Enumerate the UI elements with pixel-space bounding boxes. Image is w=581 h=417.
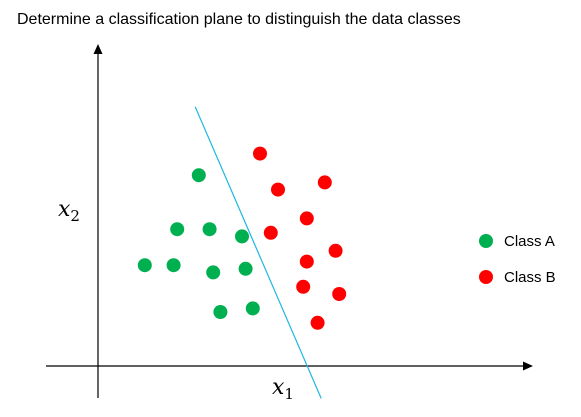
data-point-class-b-4 <box>263 225 278 240</box>
x-axis-label-subscript: 1 <box>284 385 294 403</box>
legend-marker-class-b <box>479 270 493 284</box>
axes <box>46 44 533 398</box>
data-point-class-b-6 <box>328 243 343 258</box>
data-point-class-a-3 <box>202 222 217 237</box>
y-axis-label-subscript: 2 <box>70 207 80 225</box>
legend-item-class-b: Class B <box>479 269 556 286</box>
data-point-class-b-1 <box>253 146 267 161</box>
data-point-class-a-9 <box>213 305 228 319</box>
classification-plane-line <box>194 106 322 399</box>
y-axis-label: x2 <box>58 197 80 225</box>
legend-label-class-a: Class A <box>504 233 555 250</box>
data-point-class-b-2 <box>271 182 285 197</box>
data-point-class-a-4 <box>235 229 249 244</box>
data-point-class-b-3 <box>317 175 332 190</box>
data-point-class-a-6 <box>166 258 181 273</box>
data-point-class-b-7 <box>299 254 314 269</box>
legend-label-class-b: Class B <box>504 269 556 286</box>
chart-title: Determine a classification plane to dist… <box>17 11 461 28</box>
data-point-class-a-1 <box>191 168 206 183</box>
data-point-class-b-8 <box>296 279 311 294</box>
data-point-class-a-8 <box>238 261 253 276</box>
y-axis-arrow-icon <box>93 44 103 54</box>
x-axis-label: x1 <box>272 375 294 403</box>
data-point-class-a-7 <box>206 265 221 280</box>
data-point-class-b-5 <box>299 211 314 226</box>
data-points <box>137 146 347 330</box>
data-point-class-a-2 <box>170 222 185 237</box>
data-point-class-a-5 <box>137 258 152 273</box>
data-point-class-b-10 <box>310 315 325 330</box>
data-point-class-a-10 <box>245 301 260 316</box>
legend-item-class-a: Class A <box>479 233 555 250</box>
legend-marker-class-a <box>479 234 493 248</box>
legend: Class A Class B <box>479 233 556 286</box>
x-axis-label-base: x <box>272 375 285 400</box>
x-axis-arrow-icon <box>523 361 533 371</box>
data-point-class-b-9 <box>332 287 347 301</box>
y-axis-label-base: x <box>58 197 71 222</box>
